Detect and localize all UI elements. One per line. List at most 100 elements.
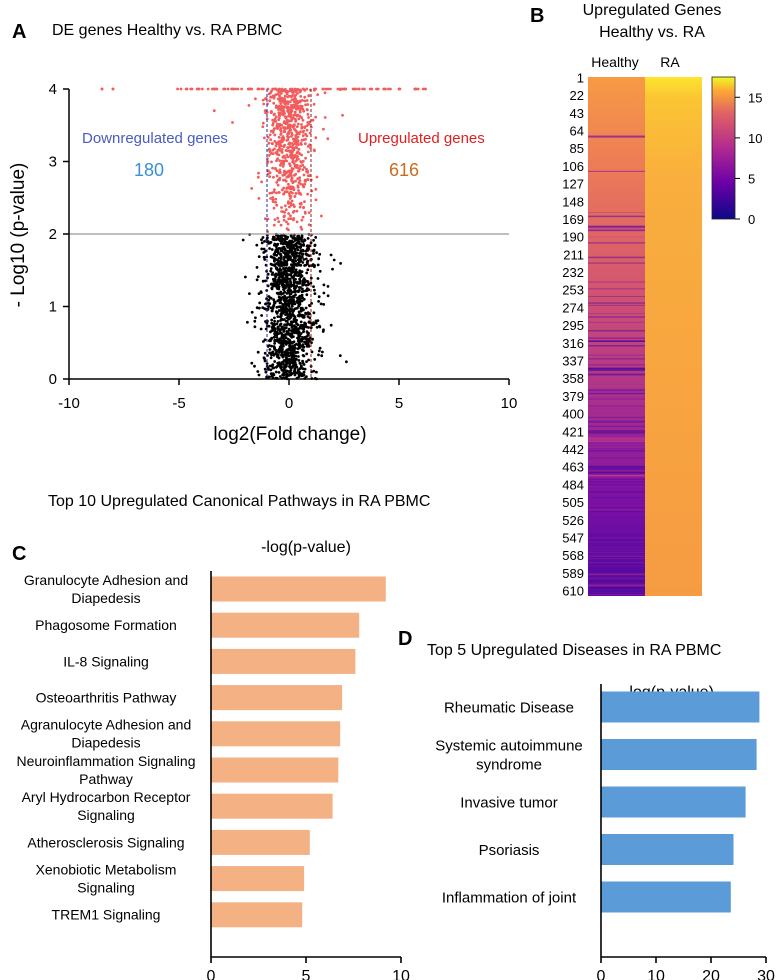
ns-gene-point — [307, 358, 310, 362]
ns-gene-point — [314, 236, 318, 239]
ns-gene-point — [265, 322, 269, 325]
ns-gene-point — [292, 274, 296, 278]
sig-gene-point — [111, 87, 115, 91]
sig-gene-point — [326, 87, 330, 91]
sig-gene-point — [287, 217, 291, 221]
sig-gene-point — [278, 111, 282, 115]
heatmap-row-stripe — [588, 367, 645, 369]
ns-gene-point — [272, 335, 276, 339]
ns-gene-point — [321, 350, 324, 354]
ns-gene-point — [295, 241, 299, 245]
ns-gene-point — [253, 364, 256, 368]
colorbar-tick-label: 0 — [748, 212, 755, 227]
ns-gene-point — [272, 353, 276, 357]
heatmap-row-stripe — [588, 483, 645, 485]
ns-gene-point — [289, 348, 293, 352]
ns-gene-point — [285, 332, 288, 336]
ns-gene-point — [291, 320, 295, 324]
ns-gene-point — [272, 298, 276, 302]
ns-gene-point — [289, 333, 292, 336]
heatmap-row-label: 22 — [570, 88, 584, 103]
sig-gene-point — [282, 145, 286, 149]
ns-gene-point — [301, 252, 304, 256]
sig-gene-point — [299, 164, 302, 168]
sig-gene-point — [288, 205, 291, 209]
ns-gene-point — [287, 287, 291, 291]
ns-gene-point — [282, 288, 285, 291]
sig-gene-point — [302, 109, 306, 113]
heatmap-row-stripe — [588, 475, 645, 478]
ns-gene-point — [255, 278, 259, 282]
sig-gene-point — [267, 169, 270, 173]
sig-gene-point — [303, 95, 307, 99]
ns-gene-point — [285, 281, 289, 285]
ns-gene-point — [297, 286, 301, 289]
ns-gene-point — [261, 236, 265, 239]
sig-gene-point — [300, 116, 304, 120]
sig-gene-point — [299, 202, 303, 206]
heatmap-row-stripe — [588, 405, 645, 407]
sig-gene-point — [289, 195, 293, 198]
ns-gene-point — [271, 271, 275, 275]
ns-gene-point — [293, 349, 296, 353]
heatmap-row-stripe — [588, 392, 645, 394]
sig-gene-point — [254, 97, 257, 101]
sig-gene-point — [273, 112, 276, 116]
ns-gene-point — [326, 285, 330, 288]
ns-gene-point — [305, 271, 309, 275]
pathway-category-label: TREM1 Signaling — [52, 907, 161, 923]
pathway-category-label: Phagosome Formation — [35, 617, 177, 633]
sig-gene-point — [264, 96, 268, 100]
sig-gene-point — [276, 148, 280, 152]
sig-gene-point — [285, 159, 288, 163]
heatmap-row-stripe — [588, 390, 645, 392]
disease-bar — [601, 691, 760, 723]
ns-gene-point — [263, 367, 267, 371]
disease-bar — [601, 739, 757, 770]
sig-gene-point — [314, 198, 318, 202]
sig-gene-point — [294, 159, 298, 163]
sig-gene-point — [357, 87, 360, 91]
volcano-y-tick-label: 1 — [49, 299, 57, 316]
heatmap-row-stripe — [588, 535, 645, 537]
sig-gene-point — [297, 147, 301, 151]
sig-gene-point — [292, 186, 295, 190]
sig-gene-point — [321, 87, 325, 91]
ns-gene-point — [294, 270, 298, 273]
sig-gene-point — [276, 183, 280, 187]
sig-gene-point — [285, 220, 288, 224]
panel-c-title: Top 10 Upregulated Canonical Pathways in… — [48, 493, 430, 510]
heatmap-healthy-row-stripes — [588, 135, 645, 596]
ns-gene-point — [306, 280, 310, 284]
sig-gene-point — [297, 117, 301, 121]
sig-gene-point — [299, 225, 303, 229]
sig-gene-point — [294, 93, 297, 97]
ns-gene-point — [272, 238, 276, 242]
upregulated-count: 616 — [389, 160, 419, 180]
ns-gene-point — [277, 305, 280, 309]
heatmap-row-stripe — [588, 540, 645, 542]
ns-gene-point — [250, 361, 254, 365]
ns-gene-point — [246, 320, 249, 324]
ns-gene-point — [277, 292, 281, 295]
ns-gene-point — [296, 296, 299, 300]
sig-gene-point — [289, 87, 292, 91]
sig-gene-point — [322, 127, 325, 131]
sig-gene-point — [421, 87, 425, 91]
ns-gene-point — [263, 357, 266, 361]
ns-gene-point — [284, 275, 288, 278]
ns-gene-point — [269, 368, 273, 372]
ns-gene-point — [292, 251, 296, 255]
ns-gene-point — [312, 311, 316, 315]
heatmap-row-label: 337 — [562, 354, 584, 369]
sig-gene-point — [295, 107, 298, 111]
sig-gene-point — [176, 87, 180, 91]
ns-gene-point — [307, 331, 310, 335]
sig-gene-point — [298, 205, 302, 209]
heatmap-row-label: 64 — [570, 124, 584, 139]
ns-gene-point — [275, 322, 279, 326]
ns-gene-point — [298, 279, 302, 283]
heatmap-row-stripe — [588, 592, 645, 593]
ns-gene-point — [269, 372, 273, 376]
ns-gene-point — [260, 241, 264, 245]
